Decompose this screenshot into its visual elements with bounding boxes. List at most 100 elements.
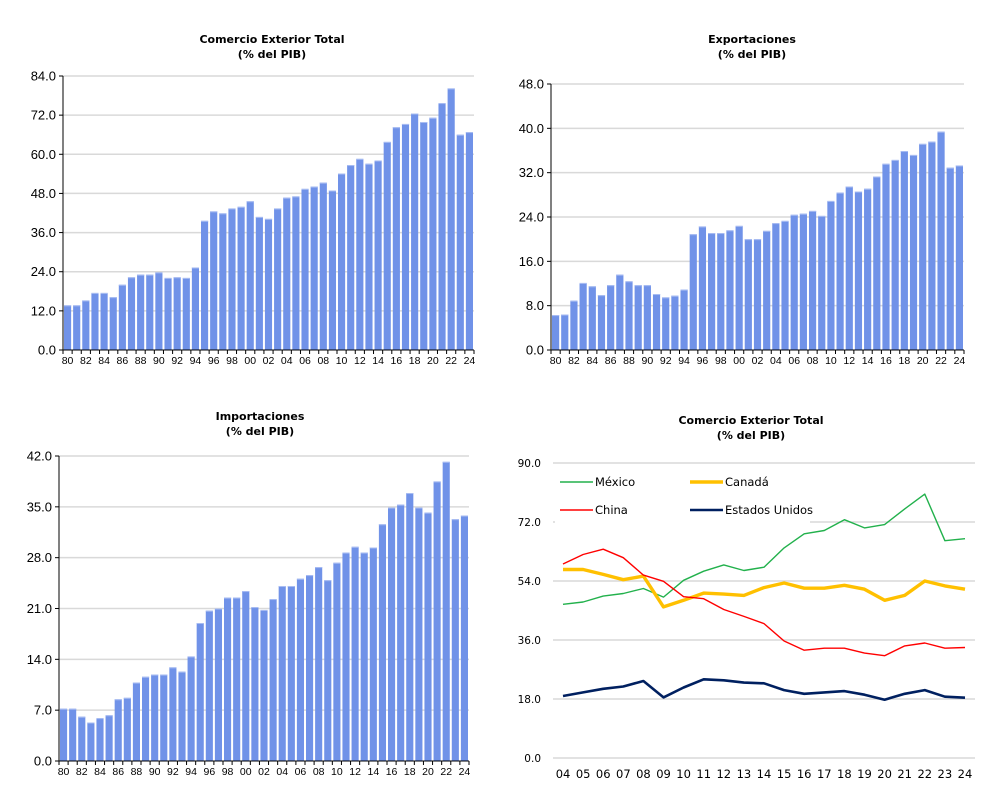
bar-17	[401, 123, 410, 350]
bar-09	[328, 190, 336, 350]
x-tick-label: 96	[203, 766, 215, 778]
x-tick-label: 98	[715, 355, 727, 367]
x-tick-label: 18	[404, 766, 416, 778]
x-tick-label: 12	[349, 766, 361, 778]
bar-21	[928, 141, 936, 350]
bar-23	[456, 134, 464, 350]
x-tick-label: 02	[263, 355, 275, 367]
bar-01	[744, 239, 752, 350]
x-tick-label: 06	[295, 766, 307, 778]
bar-94	[680, 289, 688, 350]
y-tick-label: 8.0	[526, 298, 544, 313]
bar-87	[127, 277, 136, 350]
bar-07	[306, 575, 314, 761]
bar-20	[429, 117, 437, 350]
bar-15	[873, 176, 881, 350]
x-tick-label: 20	[422, 766, 434, 778]
x-tick-label: 82	[80, 355, 92, 367]
bar-98	[717, 233, 725, 350]
legend-background	[555, 470, 810, 526]
bar-80	[64, 305, 72, 350]
x-tick-label: 17	[817, 767, 832, 781]
bar-05	[292, 196, 300, 350]
bar-82	[570, 300, 578, 350]
bar-08	[319, 182, 327, 350]
legend-item: Canadá	[690, 475, 769, 489]
bar-83	[87, 722, 95, 761]
x-tick-label: 12	[843, 355, 855, 367]
bar-89	[634, 285, 642, 350]
bar-04	[283, 197, 291, 350]
x-tick-label: 98	[226, 355, 238, 367]
bar-99	[237, 206, 245, 350]
y-tick-label: 90.0	[518, 458, 541, 470]
bar-98	[224, 597, 232, 761]
y-tick-label: 0.0	[38, 343, 56, 358]
bar-24	[955, 165, 963, 350]
bar-81	[69, 708, 77, 761]
y-tick-label: 42.0	[27, 449, 52, 464]
bar-03	[763, 230, 771, 350]
bar-16	[882, 163, 890, 350]
x-tick-label: 02	[258, 766, 270, 778]
x-tick-label: 22	[935, 355, 947, 367]
chart-title: Comercio Exterior Total	[199, 33, 344, 46]
y-tick-label: 72.0	[518, 517, 541, 529]
bar-00	[242, 591, 250, 761]
x-tick-label: 06	[596, 767, 611, 781]
bar-01	[251, 607, 259, 761]
x-tick-label: 86	[112, 766, 124, 778]
y-tick-label: 21.0	[27, 601, 52, 616]
bar-09	[818, 215, 826, 350]
bar-18	[900, 151, 908, 350]
bar-19	[420, 121, 428, 350]
x-tick-label: 00	[240, 766, 252, 778]
y-tick-label: 0.0	[524, 753, 541, 765]
bar-85	[597, 295, 606, 350]
x-tick-label: 24	[464, 355, 476, 367]
bar-03	[274, 208, 282, 350]
x-tick-label: 96	[697, 355, 709, 367]
legend-label: México	[595, 475, 635, 489]
x-tick-label: 84	[98, 355, 110, 367]
x-tick-label: 82	[568, 355, 580, 367]
x-tick-label: 80	[550, 355, 562, 367]
bar-04	[772, 223, 780, 350]
bar-86	[118, 284, 126, 350]
bar-15	[383, 141, 391, 350]
bar-98	[228, 208, 236, 350]
bar-11	[342, 552, 350, 761]
bar-80	[60, 708, 68, 761]
x-tick-label: 10	[825, 355, 837, 367]
bar-00	[735, 225, 743, 350]
bar-84	[100, 292, 108, 350]
y-tick-label: 28.0	[27, 550, 52, 565]
x-tick-label: 13	[737, 767, 752, 781]
x-tick-label: 06	[788, 355, 800, 367]
bar-08	[315, 567, 323, 761]
bar-84	[96, 718, 104, 761]
chart-subtitle: (% del PIB)	[718, 48, 786, 61]
bar-19	[909, 154, 918, 350]
x-tick-label: 02	[752, 355, 764, 367]
bar-88	[137, 274, 145, 350]
bar-05	[781, 220, 789, 350]
x-tick-label: 12	[716, 767, 731, 781]
bar-80	[552, 315, 560, 350]
x-tick-label: 94	[678, 355, 690, 367]
x-tick-label: 19	[857, 767, 872, 781]
bar-87	[616, 274, 624, 350]
bar-88	[132, 682, 140, 761]
bar-99	[233, 597, 241, 761]
bar-02	[753, 239, 762, 350]
y-tick-label: 36.0	[31, 225, 56, 240]
bar-06	[296, 578, 304, 761]
legend-item: Estados Unidos	[690, 503, 813, 517]
x-tick-label: 10	[331, 766, 343, 778]
chart-subtitle: (% del PIB)	[717, 429, 785, 442]
x-tick-label: 84	[586, 355, 598, 367]
bar-92	[169, 667, 177, 761]
x-tick-label: 20	[877, 767, 892, 781]
bar-95	[201, 220, 209, 350]
x-tick-label: 94	[185, 766, 197, 778]
